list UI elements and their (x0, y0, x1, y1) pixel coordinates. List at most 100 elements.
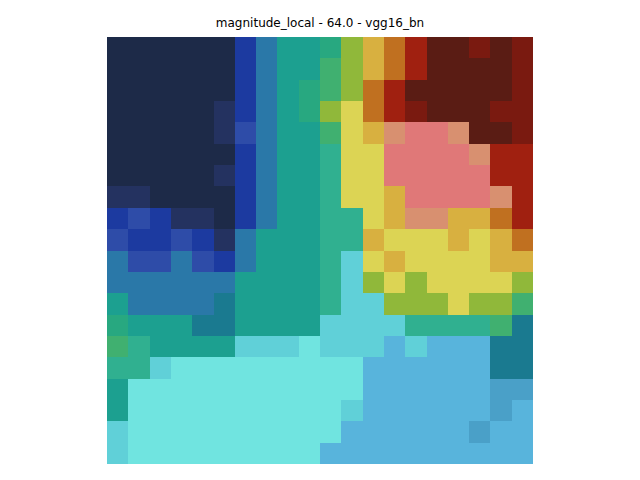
cell (469, 336, 491, 358)
cell (384, 80, 406, 102)
cell (277, 101, 299, 123)
cell (214, 272, 236, 294)
cell (235, 400, 257, 422)
cell (363, 208, 385, 230)
cell (405, 165, 427, 187)
cell (171, 186, 193, 208)
cell (341, 165, 363, 187)
cell (299, 229, 321, 251)
cell (256, 293, 278, 315)
cell (469, 293, 491, 315)
cell (427, 421, 449, 443)
cell (427, 101, 449, 123)
cell (448, 144, 470, 166)
cell (448, 251, 470, 273)
cell (128, 400, 150, 422)
cell (150, 208, 172, 230)
cell (405, 272, 427, 294)
cell (469, 421, 491, 443)
cell (405, 336, 427, 358)
cell (469, 357, 491, 379)
cell (512, 443, 533, 464)
cell (299, 251, 321, 273)
cell (299, 58, 321, 80)
cell (320, 357, 342, 379)
cell (128, 165, 150, 187)
cell (512, 293, 533, 315)
cell (512, 229, 533, 251)
cell (320, 272, 342, 294)
cell (107, 165, 129, 187)
cell (171, 122, 193, 144)
cell (171, 336, 193, 358)
cell (448, 357, 470, 379)
cell (128, 58, 150, 80)
cell (214, 37, 236, 59)
cell (192, 315, 214, 337)
cell (277, 357, 299, 379)
cell (341, 293, 363, 315)
cell (107, 208, 129, 230)
cell (405, 58, 427, 80)
cell (150, 272, 172, 294)
cell (512, 208, 533, 230)
cell (320, 443, 342, 464)
cell (171, 443, 193, 464)
cell (171, 165, 193, 187)
cell (405, 229, 427, 251)
cell (256, 336, 278, 358)
cell (490, 122, 512, 144)
cell (341, 272, 363, 294)
cell (427, 208, 449, 230)
cell (448, 186, 470, 208)
cell (405, 357, 427, 379)
cell (490, 229, 512, 251)
cell (490, 400, 512, 422)
cell (214, 165, 236, 187)
cell (235, 336, 257, 358)
cell (277, 336, 299, 358)
cell (405, 315, 427, 337)
cell (277, 293, 299, 315)
cell (448, 80, 470, 102)
cell (341, 400, 363, 422)
cell (341, 379, 363, 401)
cell (405, 251, 427, 273)
cell (277, 186, 299, 208)
cell (171, 251, 193, 273)
cell (256, 272, 278, 294)
cell (427, 443, 449, 464)
cell (427, 336, 449, 358)
cell (427, 272, 449, 294)
cell (171, 272, 193, 294)
cell (150, 122, 172, 144)
cell (341, 122, 363, 144)
cell (277, 443, 299, 464)
cell (341, 443, 363, 464)
cell (150, 379, 172, 401)
cell (192, 443, 214, 464)
cell (405, 443, 427, 464)
cell (150, 80, 172, 102)
cell (171, 293, 193, 315)
cell (363, 357, 385, 379)
cell (469, 122, 491, 144)
cell (384, 336, 406, 358)
cell (363, 293, 385, 315)
cell (150, 336, 172, 358)
cell (448, 379, 470, 401)
cell (235, 315, 257, 337)
cell (128, 208, 150, 230)
cell (490, 165, 512, 187)
cell (256, 400, 278, 422)
cell (299, 400, 321, 422)
cell (192, 80, 214, 102)
cell (150, 293, 172, 315)
cell (405, 101, 427, 123)
cell (384, 272, 406, 294)
cell (256, 315, 278, 337)
cell (107, 144, 129, 166)
cell (341, 208, 363, 230)
cell (107, 251, 129, 273)
cell (320, 379, 342, 401)
